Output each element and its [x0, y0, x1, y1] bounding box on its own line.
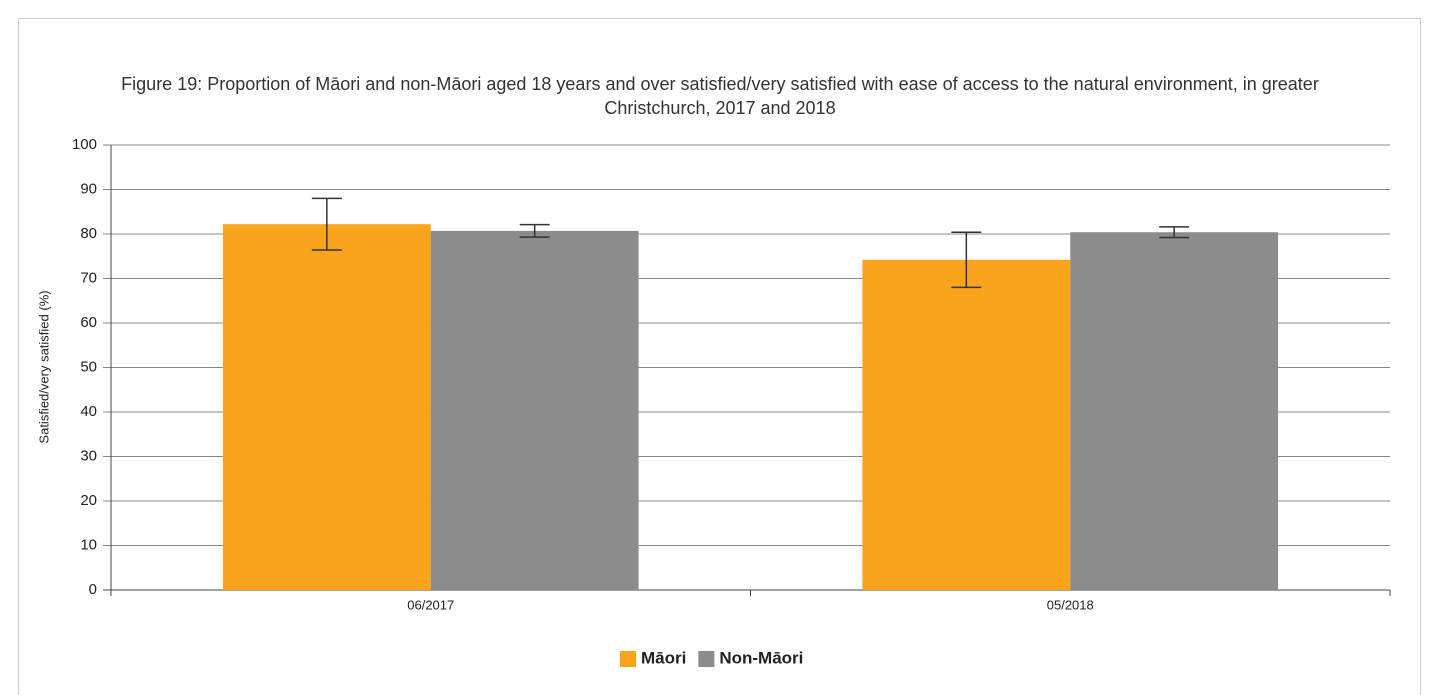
y-tick-label: 10	[80, 536, 97, 553]
error-bar	[311, 197, 342, 251]
bar	[1070, 232, 1279, 590]
y-tick-label: 70	[80, 269, 97, 286]
bar	[222, 224, 431, 590]
bar	[862, 259, 1071, 590]
y-tick-label: 80	[80, 225, 97, 242]
legend-label: Non-Māori	[719, 648, 803, 667]
error-bar	[519, 223, 550, 238]
legend-swatch	[698, 651, 715, 667]
y-tick-label: 50	[80, 358, 97, 375]
x-tick-label: 05/2018	[1047, 597, 1094, 612]
legend-swatch	[620, 651, 636, 667]
y-tick-label: 20	[80, 492, 97, 509]
bar	[430, 230, 639, 590]
y-tick-label: 100	[72, 136, 97, 153]
y-tick-label: 0	[89, 581, 97, 598]
frame	[18, 18, 1421, 695]
y-tick-label: 60	[80, 314, 97, 331]
y-tick-label: 90	[80, 180, 97, 197]
legend-label: Māori	[641, 648, 686, 667]
error-bar	[951, 231, 982, 289]
y-axis-label: Satisfied/very satisfied (%)	[36, 290, 51, 443]
x-tick-label: 06/2017	[407, 597, 454, 612]
error-bar	[1159, 226, 1190, 239]
chart-title: Figure 19: Proportion of Māori and non-M…	[121, 74, 1319, 118]
y-tick-label: 40	[80, 403, 97, 420]
y-tick-label: 30	[80, 447, 97, 464]
